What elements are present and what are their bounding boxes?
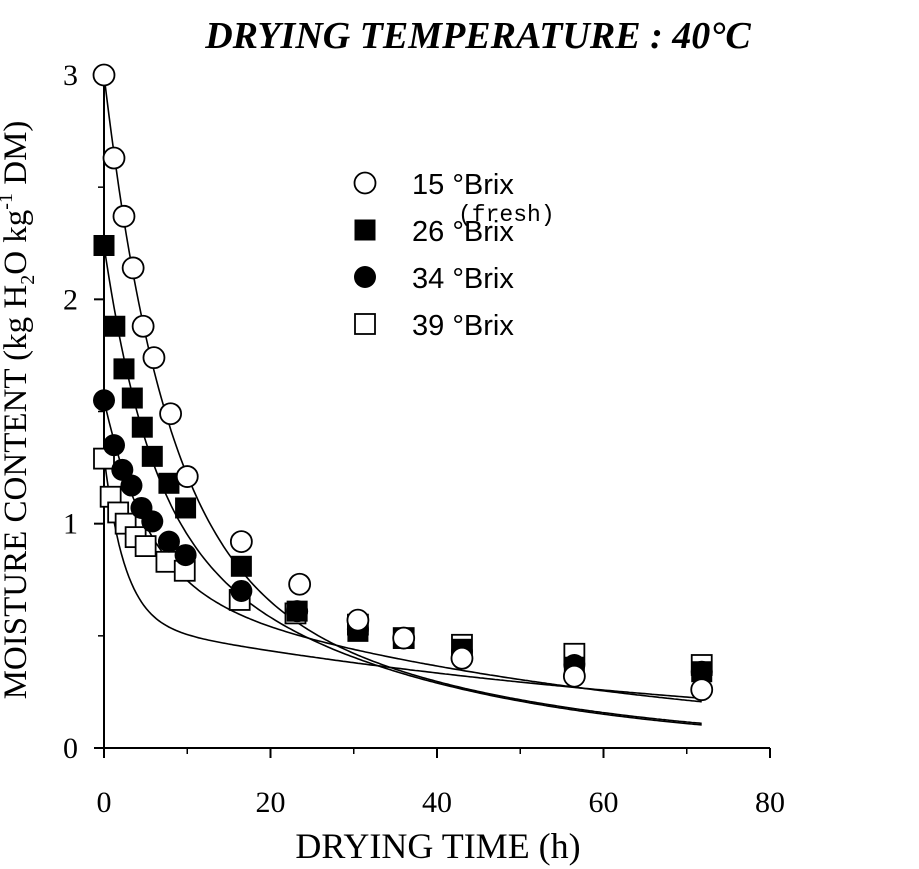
fit-curve xyxy=(103,400,702,703)
y-tick-label: 2 xyxy=(63,283,78,316)
data-point xyxy=(230,579,253,602)
data-point xyxy=(141,445,163,467)
data-point xyxy=(112,204,136,228)
legend-label: 34 °Brix xyxy=(412,263,514,295)
data-point xyxy=(92,63,116,87)
data-point xyxy=(102,146,126,170)
chart-title: DRYING TEMPERATURE : 40°C xyxy=(204,15,751,57)
y-axis-label-sup: -1 xyxy=(0,193,17,210)
legend-marker xyxy=(354,313,376,335)
legend-marker xyxy=(353,171,377,195)
data-point xyxy=(230,555,252,577)
axes: 0 20 40 60 80 0 1 2 3 xyxy=(63,59,785,819)
legend-marker xyxy=(354,219,376,241)
data-point xyxy=(131,314,155,338)
data-point xyxy=(562,664,586,688)
y-axis-label: MOISTURE CONTENT (kg H2O kg-1 DM) xyxy=(0,121,39,700)
fit-curve xyxy=(103,74,702,725)
data-point xyxy=(159,402,183,426)
y-tick-label: 1 xyxy=(63,508,78,541)
x-tick-label: 40 xyxy=(422,786,452,819)
data-point xyxy=(121,256,145,280)
data-point xyxy=(229,530,253,554)
data-point xyxy=(120,474,143,497)
data-point xyxy=(158,472,180,494)
legend: 15 °Brix(fresh)26 °Brix 34 °Brix 39 °Brix xyxy=(353,169,555,342)
data-point xyxy=(155,550,178,573)
data-point xyxy=(131,416,153,438)
data-point xyxy=(346,608,370,632)
data-point xyxy=(286,600,308,622)
x-tick-label: 80 xyxy=(755,786,785,819)
x-tick-label: 60 xyxy=(589,786,619,819)
data-point xyxy=(134,535,157,557)
data-point xyxy=(174,544,197,567)
y-tick-label: 0 xyxy=(63,732,78,765)
fit-curve xyxy=(103,245,702,726)
y-axis-label-mid: O kg xyxy=(0,210,34,275)
legend-label: 26 °Brix xyxy=(412,216,514,248)
legend-sublabel: (fresh) xyxy=(458,202,555,228)
legend-label: 39 °Brix xyxy=(412,310,514,342)
legend-label: 15 °Brix xyxy=(412,169,514,201)
y-tick-label: 3 xyxy=(63,59,78,92)
x-axis-label: DRYING TIME (h) xyxy=(295,826,580,866)
data-point xyxy=(141,510,164,533)
data-point xyxy=(93,234,115,256)
data-point xyxy=(121,387,143,409)
data-point xyxy=(113,358,135,380)
y-axis-label-pre: MOISTURE CONTENT (kg H xyxy=(0,285,34,700)
data-point xyxy=(690,678,714,702)
data-point xyxy=(157,530,180,553)
data-point xyxy=(392,626,416,650)
fitted-curves xyxy=(103,74,702,726)
data-points xyxy=(92,63,714,702)
data-point xyxy=(450,646,474,670)
legend-marker xyxy=(354,266,376,288)
data-point xyxy=(175,497,197,519)
x-tick-label: 0 xyxy=(97,786,112,819)
data-point xyxy=(691,661,713,683)
data-point xyxy=(288,572,312,596)
data-point xyxy=(175,465,199,488)
data-point xyxy=(104,315,126,337)
data-point xyxy=(102,434,125,457)
data-point xyxy=(142,346,166,370)
x-tick-label: 20 xyxy=(256,786,286,819)
y-axis-label-sub: 2 xyxy=(17,275,39,285)
data-point xyxy=(93,389,115,412)
y-axis-label-post: DM) xyxy=(0,121,34,193)
